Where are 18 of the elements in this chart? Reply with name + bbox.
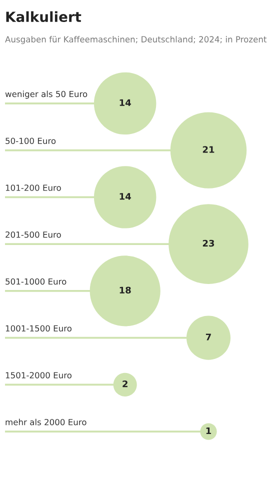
data-label: 21: [202, 146, 214, 153]
category-label: weniger als 50 Euro: [5, 90, 88, 99]
text: Kalkuliert: [6, 11, 82, 22]
data-label: 18: [120, 286, 131, 294]
text: Ausgaben für Kaffeemaschinen; Deutschland; 2024; in Prozent: [5, 36, 267, 44]
data-label: 14: [120, 99, 131, 106]
category-label: 201-500 Euro: [6, 231, 61, 238]
category-label: 1001-1500 Euro: [6, 325, 72, 332]
data-label: 14: [120, 193, 131, 200]
data-label: 7: [206, 334, 211, 340]
category-label: 101-200 Euro: [6, 184, 61, 191]
category-label: 50-100 Euro: [6, 138, 56, 144]
data-label: 2: [122, 380, 128, 388]
data-label: 23: [202, 240, 214, 247]
category-label: 501-1000 Euro: [6, 278, 66, 285]
category-label: 1501-2000 Euro: [6, 372, 72, 378]
data-label: 1: [206, 427, 212, 434]
category-label: mehr als 2000 Euro: [6, 418, 86, 426]
